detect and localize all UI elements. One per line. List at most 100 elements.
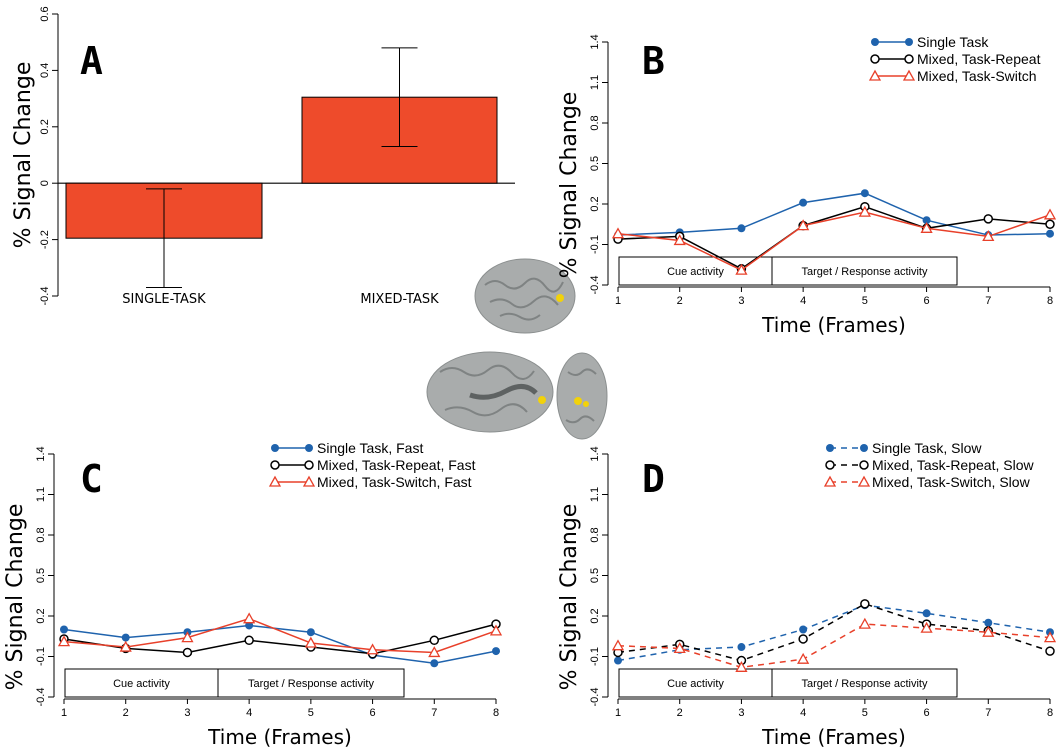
y-tick-label: 1.4 bbox=[589, 446, 601, 461]
legend-label: Single Task, Fast bbox=[317, 440, 423, 456]
x-tick-label: 2 bbox=[677, 707, 683, 719]
legend-marker bbox=[823, 475, 837, 487]
data-point bbox=[60, 625, 68, 634]
legend-marker bbox=[860, 444, 868, 452]
data-point bbox=[858, 617, 871, 629]
x-tick-label: 3 bbox=[738, 295, 744, 307]
x-tick-label: 1 bbox=[615, 295, 621, 307]
series-line bbox=[617, 205, 1051, 270]
data-point bbox=[57, 635, 71, 647]
cue-activity-label: Cue activity bbox=[667, 678, 724, 690]
y-tick-label: 0.8 bbox=[589, 115, 601, 130]
legend-label: Single Task, Slow bbox=[872, 440, 982, 456]
target-response-label: Target / Response activity bbox=[802, 678, 928, 690]
data-point bbox=[982, 230, 995, 242]
y-tick-label: 1.4 bbox=[35, 446, 47, 461]
series-line bbox=[617, 211, 1051, 272]
data-point bbox=[492, 647, 500, 656]
y-axis-label: % Signal Change bbox=[557, 92, 582, 279]
y-axis-label: % Signal Change bbox=[11, 62, 36, 249]
y-tick-label: 0.4 bbox=[39, 63, 51, 78]
panel-label: A bbox=[80, 39, 103, 83]
data-point bbox=[489, 624, 503, 636]
data-point bbox=[611, 639, 625, 651]
y-tick-label: -0.4 bbox=[39, 287, 51, 306]
panel-b: -0.4 -0.1 0.2 0.5 0.8 1.1 1.4 % Signal Change 1 2… bbox=[557, 34, 1057, 337]
target-response-label: Target / Response activity bbox=[802, 266, 928, 278]
data-point bbox=[922, 216, 931, 225]
x-tick-label: 6 bbox=[370, 707, 376, 719]
brain-lateral-top bbox=[474, 258, 576, 334]
cue-activity-box bbox=[618, 256, 773, 286]
panel-d: -0.4 -0.1 0.2 0.5 0.8 1.1 1.4 % Signal Change 1 2… bbox=[557, 440, 1057, 749]
x-tick-label: 7 bbox=[985, 295, 991, 307]
legend-label: Mixed, Task-Switch bbox=[917, 68, 1037, 84]
data-point bbox=[428, 646, 441, 658]
data-point bbox=[858, 205, 871, 217]
legend-marker bbox=[868, 69, 882, 81]
legend-marker bbox=[905, 38, 913, 46]
data-point bbox=[430, 659, 439, 668]
legend-label: Mixed, Task-Repeat bbox=[917, 51, 1041, 67]
x-tick-label: 8 bbox=[1047, 295, 1053, 307]
y-tick-label: 0.2 bbox=[35, 608, 47, 623]
data-point bbox=[181, 631, 194, 643]
y-tick-label: 1.1 bbox=[589, 75, 601, 90]
legend-marker bbox=[304, 460, 314, 470]
y-tick-label: 0.2 bbox=[589, 608, 601, 623]
data-point bbox=[860, 189, 869, 198]
activation-spot bbox=[538, 396, 546, 404]
data-point bbox=[304, 636, 317, 648]
data-point bbox=[920, 221, 933, 233]
data-point bbox=[984, 618, 993, 627]
panel-c: -0.4 -0.1 0.2 0.5 0.8 1.1 1.4 % Signal Change 1 2… bbox=[3, 440, 503, 749]
y-tick-label: 0.5 bbox=[589, 156, 601, 171]
legend-marker bbox=[871, 38, 879, 46]
legend-label: Mixed, Task-Switch, Slow bbox=[872, 474, 1031, 490]
x-tick-label: 4 bbox=[246, 707, 252, 719]
x-tick-label: 1 bbox=[61, 707, 67, 719]
y-tick-label: 1.1 bbox=[35, 487, 47, 502]
x-tick-label: 7 bbox=[985, 707, 991, 719]
data-point bbox=[922, 609, 931, 618]
data-point bbox=[797, 652, 810, 664]
y-tick-label: 0.8 bbox=[35, 527, 47, 542]
panel-a: -0.4 -0.2 0 0.2 0.4 0.6 % Signal Change A SINGLE… bbox=[11, 6, 515, 307]
legend-marker bbox=[305, 444, 313, 452]
x-tick-label: 3 bbox=[184, 707, 190, 719]
cue-activity-box bbox=[64, 668, 219, 698]
data-point bbox=[1043, 631, 1057, 643]
y-tick-label: -0.1 bbox=[589, 235, 601, 254]
data-point bbox=[799, 625, 808, 634]
x-axis-label: Time (Frames) bbox=[207, 725, 352, 749]
y-axis-label: % Signal Change bbox=[3, 504, 28, 691]
data-point bbox=[182, 647, 193, 658]
legend-label: Mixed, Task-Repeat, Fast bbox=[317, 457, 476, 473]
x-tick-label: 5 bbox=[862, 707, 868, 719]
data-point bbox=[737, 224, 746, 233]
data-point bbox=[982, 625, 995, 637]
y-tick-label: -0.2 bbox=[39, 230, 51, 249]
series-line bbox=[63, 624, 497, 665]
legend-marker bbox=[857, 475, 871, 487]
data-point bbox=[983, 214, 994, 224]
data-point bbox=[243, 612, 256, 624]
y-tick-label: -0.1 bbox=[35, 647, 47, 666]
x-tick-label: 6 bbox=[924, 295, 930, 307]
data-point bbox=[860, 599, 870, 609]
data-point bbox=[1046, 229, 1054, 238]
legend-marker bbox=[904, 54, 914, 64]
data-point bbox=[798, 634, 808, 644]
y-tick-label: 0.6 bbox=[39, 6, 51, 21]
data-point bbox=[611, 227, 625, 239]
series-line bbox=[617, 603, 1051, 662]
data-point bbox=[673, 234, 686, 246]
x-tick-label: 2 bbox=[677, 295, 683, 307]
x-tick-label: 5 bbox=[308, 707, 314, 719]
category-label: MIXED-TASK bbox=[360, 292, 439, 307]
brain-images bbox=[426, 258, 608, 440]
x-tick-label: 4 bbox=[800, 707, 806, 719]
legend-label: Single Task bbox=[917, 34, 989, 50]
y-tick-label: -0.4 bbox=[589, 276, 601, 295]
series-line bbox=[617, 604, 1051, 662]
